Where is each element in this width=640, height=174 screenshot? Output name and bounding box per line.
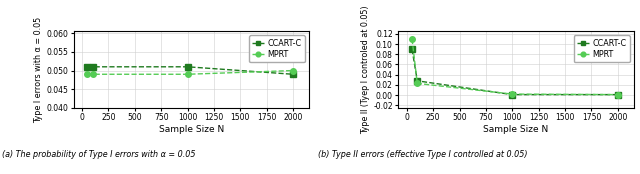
MPRT	[614, 94, 621, 96]
Y-axis label: Type I errors with α = 0.05: Type I errors with α = 0.05	[35, 17, 44, 123]
CCART-C	[289, 73, 297, 75]
Line: CCART-C: CCART-C	[409, 46, 621, 97]
Legend: CCART-C, MPRT: CCART-C, MPRT	[249, 35, 305, 62]
MPRT	[89, 73, 97, 75]
CCART-C	[413, 80, 421, 82]
Line: CCART-C: CCART-C	[84, 64, 296, 77]
MPRT	[413, 82, 421, 84]
CCART-C	[408, 48, 416, 50]
Line: MPRT: MPRT	[84, 68, 296, 77]
MPRT	[408, 38, 416, 40]
Text: (a) The probability of Type I errors with α = 0.05: (a) The probability of Type I errors wit…	[3, 150, 196, 159]
CCART-C	[614, 94, 621, 96]
Text: (b) Type II errors (effective Type I controlled at 0.05): (b) Type II errors (effective Type I con…	[317, 150, 527, 159]
MPRT	[184, 73, 191, 75]
X-axis label: Sample Size N: Sample Size N	[159, 125, 224, 134]
MPRT	[508, 93, 516, 95]
CCART-C	[508, 94, 516, 96]
CCART-C	[83, 66, 91, 68]
CCART-C	[89, 66, 97, 68]
MPRT	[83, 73, 91, 75]
MPRT	[289, 69, 297, 72]
Line: MPRT: MPRT	[409, 36, 621, 97]
Legend: CCART-C, MPRT: CCART-C, MPRT	[573, 35, 630, 62]
CCART-C	[184, 66, 191, 68]
X-axis label: Sample Size N: Sample Size N	[483, 125, 548, 134]
Y-axis label: Type II (Tyep I controled at 0.05): Type II (Tyep I controled at 0.05)	[362, 5, 371, 134]
